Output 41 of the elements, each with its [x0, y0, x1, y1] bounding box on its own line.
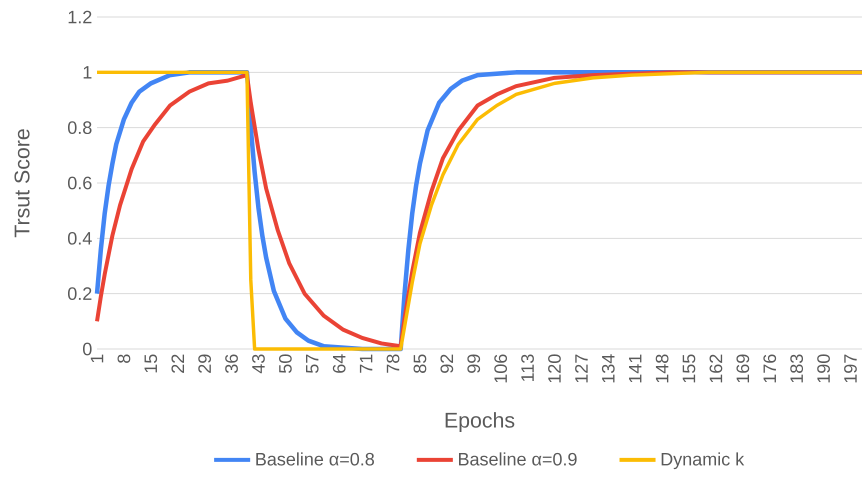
y-tick-label: 0.2	[68, 287, 92, 300]
x-tick-label: 50	[279, 354, 292, 374]
y-tick-label: 0.4	[68, 232, 92, 245]
x-tick-label: 106	[494, 354, 508, 382]
x-tick-label: 57	[306, 354, 319, 374]
x-tick-label: 169	[736, 354, 750, 382]
y-tick-label: 0.8	[68, 121, 92, 134]
x-tick-label: 127	[575, 354, 588, 382]
x-tick-label: 183	[790, 354, 804, 382]
x-tick-label: 36	[225, 354, 238, 374]
y-axis-title: Trsut Score	[14, 129, 30, 238]
x-tick-label: 176	[763, 354, 776, 382]
x-tick-label: 155	[682, 354, 696, 382]
x-tick-label: 64	[332, 354, 346, 373]
y-tick-label: 0.6	[68, 176, 92, 190]
x-tick-label: 85	[414, 354, 426, 373]
x-axis-title: Epochs	[446, 412, 514, 432]
x-tick-label: 29	[198, 354, 212, 373]
x-tick-label: 99	[467, 354, 480, 373]
x-tick-label: 22	[171, 354, 184, 373]
x-tick-label: 190	[817, 354, 830, 382]
x-tick-label: 71	[360, 354, 372, 373]
x-tick-label: 15	[144, 354, 158, 372]
x-tick-label: 134	[602, 354, 615, 382]
y-tick-label: 0	[83, 342, 92, 356]
x-tick-label: 148	[656, 354, 668, 382]
x-tick-label: 162	[710, 354, 722, 382]
legend-label: Baseline α=0.9	[459, 452, 577, 466]
x-tick-label: 92	[440, 354, 454, 373]
legend-label: Baseline α=0.8	[256, 452, 374, 466]
x-tick-label: 141	[629, 354, 642, 382]
x-tick-label: 113	[521, 354, 534, 382]
x-tick-label: 8	[118, 354, 130, 363]
x-tick-label: 78	[386, 354, 400, 373]
y-tick-label: 1	[84, 66, 92, 79]
x-tick-label: 120	[548, 354, 561, 382]
y-tick-label: 1.2	[68, 10, 92, 24]
x-tick-label: 1	[90, 354, 104, 362]
x-tick-label: 43	[252, 354, 265, 374]
x-tick-label: 197	[844, 354, 857, 382]
legend-label: Dynamic k	[662, 452, 744, 470]
